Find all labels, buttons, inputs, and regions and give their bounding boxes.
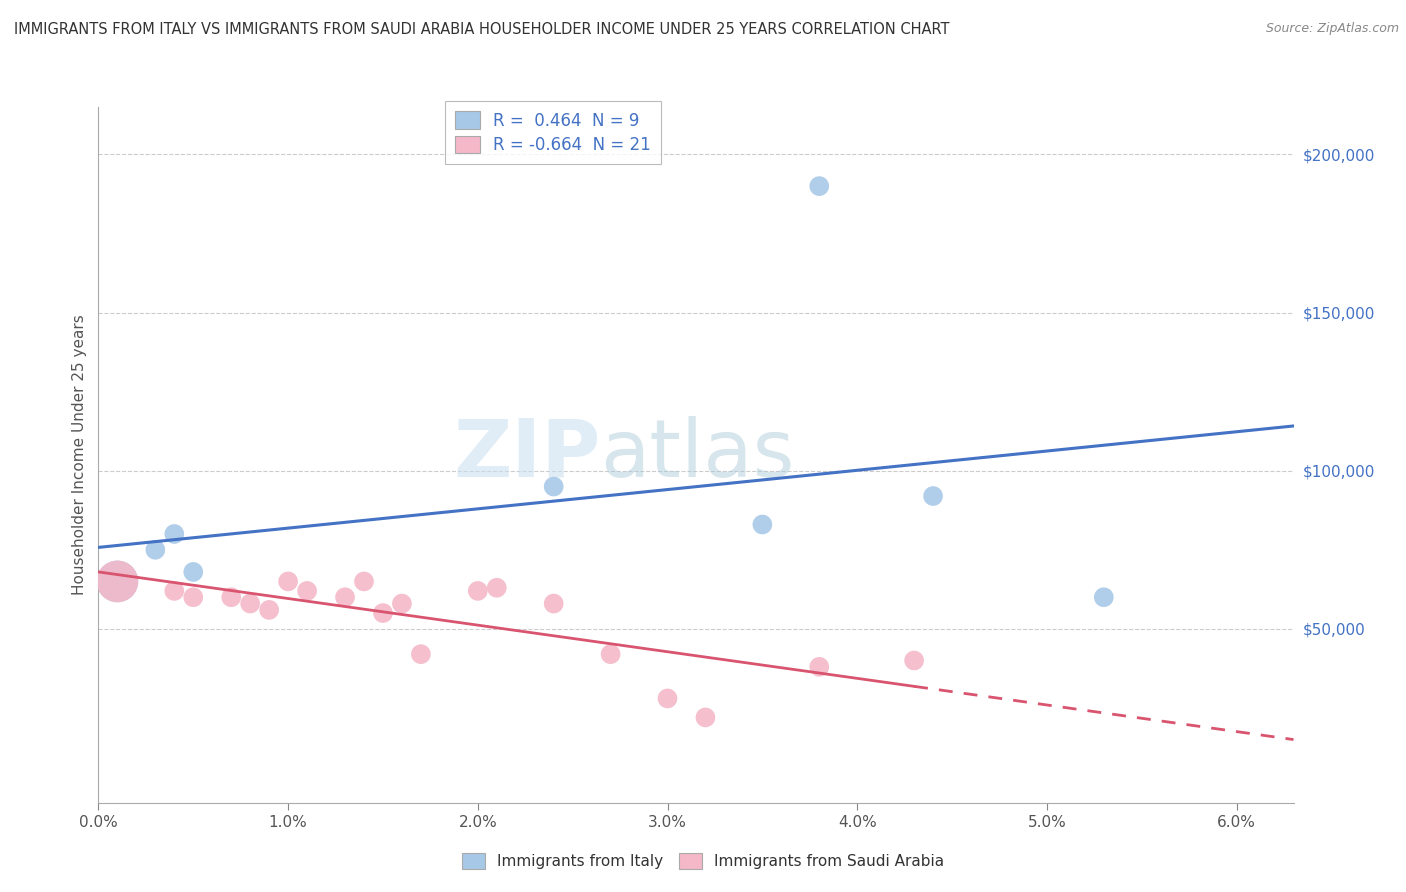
Point	[333, 591, 356, 605]
Point	[391, 597, 413, 611]
Point	[1092, 591, 1115, 605]
Point	[543, 597, 565, 611]
Y-axis label: Householder Income Under 25 years: Householder Income Under 25 years	[72, 315, 87, 595]
Point	[105, 574, 128, 589]
Text: Source: ZipAtlas.com: Source: ZipAtlas.com	[1265, 22, 1399, 36]
Point	[239, 597, 262, 611]
Point	[257, 603, 280, 617]
Point	[353, 574, 375, 589]
Point	[409, 647, 432, 661]
Point	[751, 517, 773, 532]
Point	[922, 489, 945, 503]
Legend: Immigrants from Italy, Immigrants from Saudi Arabia: Immigrants from Italy, Immigrants from S…	[456, 847, 950, 875]
Point	[657, 691, 679, 706]
Point	[903, 653, 925, 667]
Point	[485, 581, 508, 595]
Point	[277, 574, 299, 589]
Point	[105, 574, 128, 589]
Point	[371, 606, 394, 620]
Point	[808, 660, 831, 674]
Point	[219, 591, 242, 605]
Point	[808, 179, 831, 194]
Point	[181, 565, 204, 579]
Text: atlas: atlas	[600, 416, 794, 494]
Point	[695, 710, 717, 724]
Point	[467, 583, 489, 598]
Point	[295, 583, 318, 598]
Text: ZIP: ZIP	[453, 416, 600, 494]
Text: IMMIGRANTS FROM ITALY VS IMMIGRANTS FROM SAUDI ARABIA HOUSEHOLDER INCOME UNDER 2: IMMIGRANTS FROM ITALY VS IMMIGRANTS FROM…	[14, 22, 949, 37]
Point	[163, 583, 186, 598]
Legend: R =  0.464  N = 9, R = -0.664  N = 21: R = 0.464 N = 9, R = -0.664 N = 21	[444, 102, 661, 164]
Point	[543, 479, 565, 493]
Point	[599, 647, 621, 661]
Point	[143, 542, 166, 557]
Point	[181, 591, 204, 605]
Point	[163, 527, 186, 541]
